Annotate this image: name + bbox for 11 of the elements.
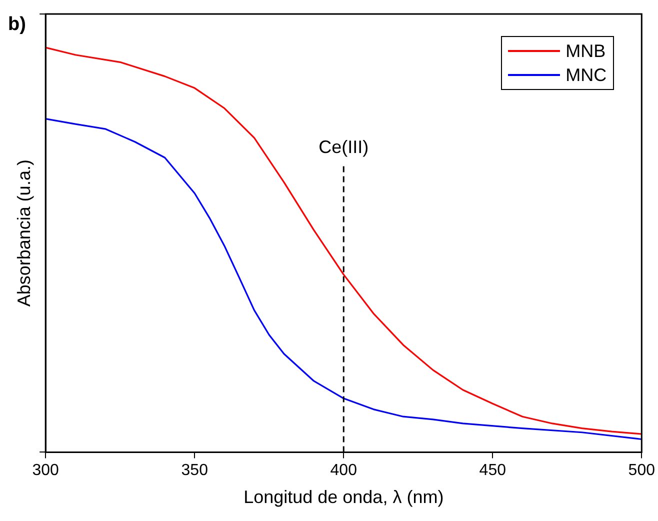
- legend-label: MNB: [566, 40, 606, 62]
- chart-title: b): [8, 14, 26, 36]
- x-tick-label: 350: [181, 462, 208, 480]
- x-tick-label: 300: [32, 462, 60, 480]
- legend-label: MNC: [566, 64, 607, 86]
- x-axis-title: Longitud de onda, λ (nm): [244, 487, 444, 508]
- x-tick-label: 450: [479, 462, 506, 480]
- ref-line-label: Ce(III): [318, 136, 369, 157]
- x-tick-label: 400: [330, 462, 358, 480]
- x-tick-label: 500: [628, 462, 656, 480]
- y-axis-title: Absorbancia (u.a.): [14, 160, 34, 307]
